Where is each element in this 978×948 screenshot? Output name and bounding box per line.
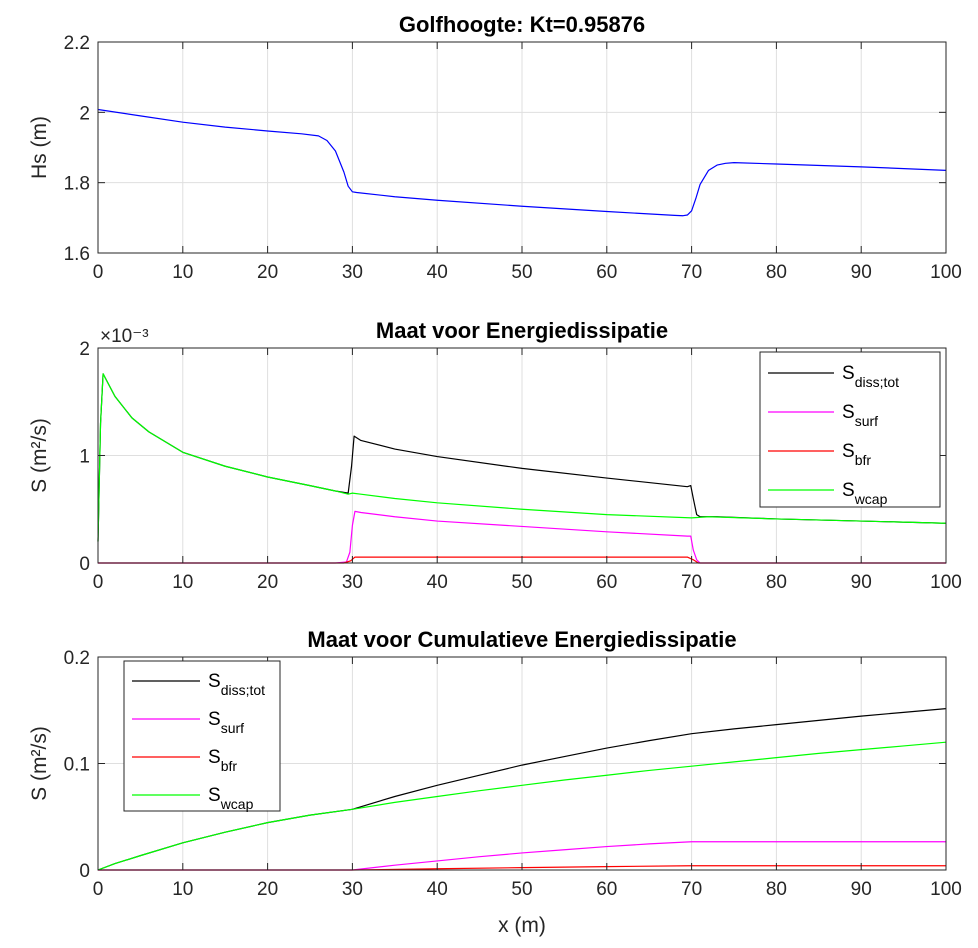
x-tick-label: 50 xyxy=(511,572,532,593)
y-tick-label: 1.6 xyxy=(64,244,90,265)
y-tick-label: 2 xyxy=(79,339,90,360)
y-tick-label: 0 xyxy=(79,554,90,575)
x-tick-label: 80 xyxy=(766,262,787,283)
legend-entry-surf: Ssurf xyxy=(842,402,878,429)
x-tick-label: 50 xyxy=(511,262,532,283)
legend-entry-bfr: Sbfr xyxy=(208,747,237,774)
y-axis-label: S (m²/s) xyxy=(28,418,51,493)
x-tick-label: 90 xyxy=(851,262,872,283)
legend: Sdiss;tot Ssurf Sbfr Swcap xyxy=(123,660,281,812)
x-tick-label: 0 xyxy=(93,572,104,593)
series-line-0 xyxy=(97,108,947,217)
y-tick-label: 1.8 xyxy=(64,174,90,195)
x-tick-label: 80 xyxy=(766,879,787,900)
x-axis-label: x (m) xyxy=(498,914,546,937)
panel-cumulatieve-energiedissipatie: 0 10 20 30 40 50 60 70 80 90 100 0 0.1 0.2 Maat voor C… xyxy=(28,627,962,937)
x-tick-label: 30 xyxy=(342,879,363,900)
legend-entry-wcap: Swcap xyxy=(842,480,888,507)
x-tick-label: 0 xyxy=(93,262,104,283)
chart-title: Maat voor Cumulatieve Energiedissipatie xyxy=(307,627,736,652)
x-tick-label: 30 xyxy=(342,572,363,593)
y-tick-label: 1 xyxy=(79,447,90,468)
panel-golfhoogte: 0 10 20 30 40 50 60 70 80 90 100 1.6 1.8 2 2.2 Golfhoog… xyxy=(28,12,962,283)
legend-entry-bfr: Sbfr xyxy=(842,441,871,468)
y-tick-label: 0.1 xyxy=(64,755,90,776)
x-tick-label: 20 xyxy=(257,262,278,283)
y-tick-label: 2 xyxy=(79,103,90,124)
series-line-surf xyxy=(98,510,946,564)
x-tick-label: 10 xyxy=(172,572,193,593)
x-tick-label: 100 xyxy=(930,262,962,283)
x-tick-label: 70 xyxy=(681,572,702,593)
series-line-surf xyxy=(98,841,946,871)
x-tick-label: 20 xyxy=(257,572,278,593)
chart-title: Golfhoogte: Kt=0.95876 xyxy=(399,12,645,37)
x-tick-label: 70 xyxy=(681,262,702,283)
x-tick-label: 30 xyxy=(342,262,363,283)
series-line-wcap xyxy=(97,373,947,542)
legend: Sdiss;tot Ssurf Sbfr Swcap xyxy=(759,351,941,508)
y-tick-label: 2.2 xyxy=(64,33,90,54)
x-tick-label: 0 xyxy=(93,879,104,900)
y-tick-label: 0 xyxy=(79,861,90,882)
x-tick-label: 50 xyxy=(511,879,532,900)
legend-entry-disstot: Sdiss;tot xyxy=(208,671,265,698)
x-tick-label: 10 xyxy=(172,879,193,900)
x-tick-label: 40 xyxy=(427,879,448,900)
x-tick-label: 10 xyxy=(172,262,193,283)
legend-box xyxy=(123,660,281,812)
x-tick-label: 90 xyxy=(851,572,872,593)
chart-title: Maat voor Energiedissipatie xyxy=(376,318,668,343)
y-axis-label: S (m²/s) xyxy=(28,726,51,801)
x-tick-label: 60 xyxy=(596,879,617,900)
legend-entry-disstot: Sdiss;tot xyxy=(842,363,899,390)
y-axis-label: Hs (m) xyxy=(28,116,51,179)
x-tick-label: 100 xyxy=(930,572,962,593)
y-exponent-label: ×10⁻³ xyxy=(100,326,149,347)
legend-entry-wcap: Swcap xyxy=(208,785,254,812)
x-tick-label: 100 xyxy=(930,879,962,900)
legend-entry-surf: Ssurf xyxy=(208,709,244,736)
panel-energiedissipatie: 0 10 20 30 40 50 60 70 80 90 100 0 1 2 Maat voor Energ… xyxy=(28,318,962,593)
legend-box xyxy=(759,351,941,508)
x-tick-label: 20 xyxy=(257,879,278,900)
y-tick-label: 0.2 xyxy=(64,648,90,669)
x-tick-label: 60 xyxy=(596,572,617,593)
x-tick-label: 70 xyxy=(681,879,702,900)
x-tick-label: 40 xyxy=(427,572,448,593)
x-tick-label: 80 xyxy=(766,572,787,593)
series-line-wcap xyxy=(97,741,947,871)
x-tick-label: 40 xyxy=(427,262,448,283)
x-tick-label: 60 xyxy=(596,262,617,283)
x-tick-label: 90 xyxy=(851,879,872,900)
